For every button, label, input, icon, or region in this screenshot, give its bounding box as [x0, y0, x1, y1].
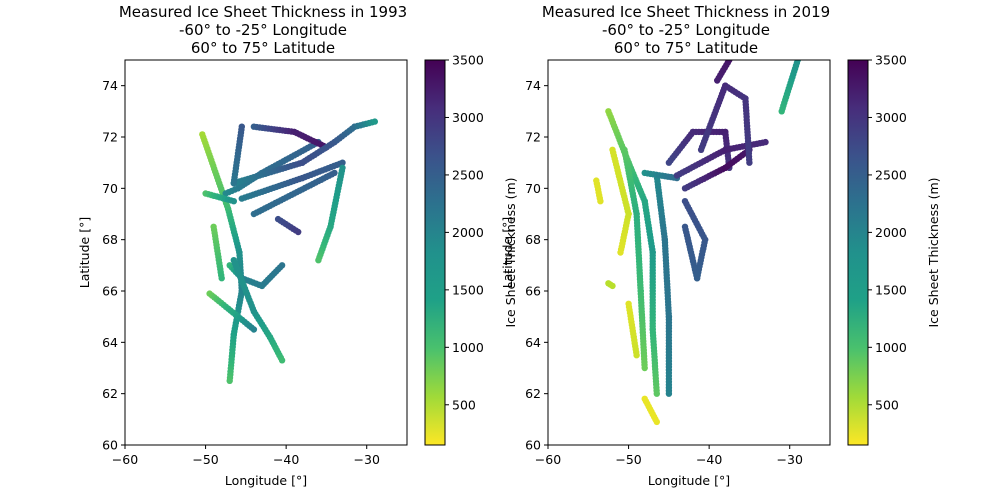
chart-title-line: 60° to 75° Latitude	[614, 39, 758, 57]
colorbar-tick-label: 1500	[452, 282, 484, 297]
data-point	[371, 118, 378, 125]
data-point	[681, 223, 689, 230]
y-tick-label: 68	[525, 232, 541, 247]
data-point	[339, 159, 346, 166]
data-points	[593, 60, 801, 426]
y-tick-label: 60	[525, 438, 541, 453]
data-point	[726, 60, 733, 64]
colorbar-tick-label: 500	[875, 397, 899, 412]
data-point	[617, 249, 624, 256]
x-tick-label: −40	[273, 452, 299, 467]
colorbar-tick-label: 1000	[452, 340, 484, 355]
x-tick-label: −50	[192, 452, 218, 467]
colorbar-tick-label: 3500	[875, 53, 907, 68]
data-point	[653, 418, 660, 426]
colorbar	[424, 59, 446, 446]
colorbar-tick-label: 500	[452, 397, 476, 412]
data-point	[794, 60, 801, 64]
axes-frame	[547, 59, 831, 446]
data-point	[633, 352, 640, 359]
x-tick-label: −30	[354, 452, 380, 467]
data-point	[331, 169, 338, 177]
axes-frame	[124, 59, 408, 446]
x-tick-label: −40	[696, 452, 722, 467]
x-axis-label: Longitude [°]	[225, 473, 307, 488]
data-points	[199, 118, 378, 384]
x-tick-label: −60	[112, 452, 138, 467]
data-point	[278, 262, 286, 269]
y-tick-label: 70	[525, 181, 541, 196]
data-point	[746, 159, 753, 166]
chart-title-line: Measured Ice Sheet Thickness in 1993	[119, 3, 407, 21]
data-point	[218, 275, 225, 282]
data-point	[278, 357, 286, 364]
y-axis-label: Latitude [°]	[500, 217, 515, 288]
data-point	[226, 377, 233, 384]
x-tick-label: −30	[777, 452, 803, 467]
data-point	[653, 390, 660, 397]
y-tick-label: 64	[525, 335, 541, 350]
x-tick-label: −60	[535, 452, 561, 467]
data-point	[641, 364, 648, 372]
panel-2019: Measured Ice Sheet Thickness in 2019-60°…	[500, 3, 941, 488]
chart-title-line: -60° to -25° Longitude	[602, 21, 770, 39]
y-tick-label: 74	[102, 78, 118, 93]
y-tick-label: 62	[525, 386, 541, 401]
data-point	[230, 198, 237, 205]
y-tick-label: 72	[525, 130, 541, 145]
data-point	[315, 257, 322, 264]
y-tick-label: 72	[102, 130, 118, 145]
colorbar-tick-label: 1500	[875, 282, 907, 297]
y-tick-label: 66	[525, 284, 541, 299]
x-axis-label: Longitude [°]	[648, 473, 730, 488]
y-tick-label: 70	[102, 181, 118, 196]
y-tick-label: 64	[102, 335, 118, 350]
data-point	[597, 198, 604, 205]
x-tick-label: −50	[615, 452, 641, 467]
data-point	[250, 326, 258, 333]
colorbar-tick-label: 2500	[875, 167, 907, 182]
colorbar-label: Ice Sheet Thickness (m)	[926, 177, 941, 327]
data-point	[295, 228, 302, 236]
y-tick-label: 66	[102, 284, 118, 299]
data-point	[230, 180, 237, 187]
y-tick-label: 60	[102, 438, 118, 453]
data-point	[609, 282, 616, 290]
colorbar	[847, 59, 869, 446]
data-point	[665, 390, 673, 397]
colorbar-tick-label: 3500	[452, 53, 484, 68]
colorbar-tick-label: 1000	[875, 340, 907, 355]
y-axis-label: Latitude [°]	[77, 217, 92, 288]
colorbar-tick-label: 3000	[452, 110, 484, 125]
colorbar-tick-label: 2000	[452, 225, 484, 240]
y-tick-label: 68	[102, 232, 118, 247]
colorbar-label: Ice Sheet Thickness (m)	[503, 177, 518, 327]
y-tick-label: 62	[102, 386, 118, 401]
colorbar-tick-label: 2000	[875, 225, 907, 240]
colorbar-tick-label: 2500	[452, 167, 484, 182]
chart-title-line: -60° to -25° Longitude	[179, 21, 347, 39]
panel-1993: Measured Ice Sheet Thickness in 1993-60°…	[77, 3, 518, 488]
chart-title-line: Measured Ice Sheet Thickness in 2019	[542, 3, 830, 21]
data-point	[762, 138, 769, 146]
y-tick-label: 74	[525, 78, 541, 93]
colorbar-tick-label: 3000	[875, 110, 907, 125]
chart-title-line: 60° to 75° Latitude	[191, 39, 335, 57]
